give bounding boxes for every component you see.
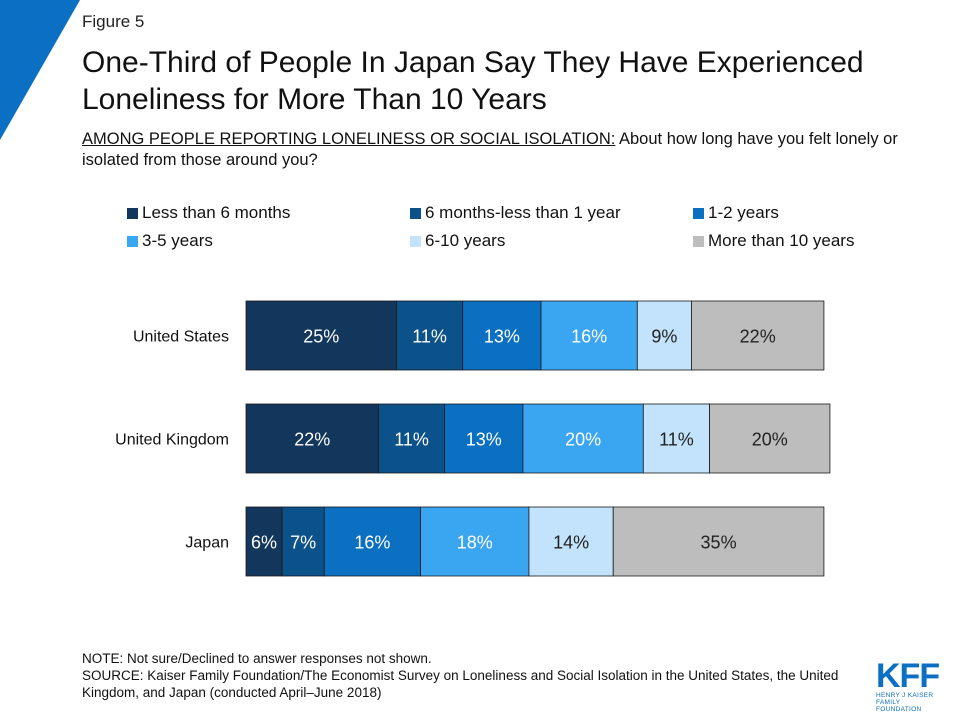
bar-segment [245,506,283,577]
data-label: 14% [553,533,589,553]
data-label: 22% [740,327,776,347]
data-label: 6% [251,533,277,553]
source-text: SOURCE: Kaiser Family Foundation/The Eco… [82,668,839,700]
bar-segment [522,403,644,474]
data-label: 20% [565,430,601,450]
data-label: 16% [571,327,607,347]
footnote: NOTE: Not sure/Declined to answer respon… [82,650,862,701]
legend-swatch [410,207,421,219]
chart-title-line-2: Loneliness for More Than 10 Years [82,83,547,116]
bar-segment [691,300,825,371]
legend-item: More than 10 years [693,231,854,251]
legend-label: 3-5 years [142,231,213,250]
data-label: 9% [651,327,677,347]
kff-logo: KFF HENRY J KAISER FAMILY FOUNDATION [876,657,946,713]
data-label: 13% [484,327,520,347]
data-label: 16% [354,533,390,553]
stacked-bar-chart: United States 25% 11% 13% 16% 9% 22% United Kin… [115,300,831,577]
bar-segment [245,300,397,371]
legend-swatch [410,235,421,247]
legend-label: 6-10 years [425,231,506,250]
data-label: 13% [466,430,502,450]
bar-segment [396,300,464,371]
logo-line-2: FAMILY FOUNDATION [876,699,922,713]
data-label: 18% [457,533,493,553]
data-label: 11% [412,327,447,347]
bar-segment [281,506,325,577]
data-label: 11% [659,430,694,450]
data-label: 35% [701,533,737,553]
category-label: United Kingdom [115,432,229,449]
legend-item: 1-2 years [693,203,779,223]
data-label: 7% [290,533,316,553]
legend-label: Less than 6 months [142,203,291,222]
legend-swatch [693,235,704,247]
bar-segment [444,403,524,474]
legend-label: 6 months-less than 1 year [425,203,621,222]
bar-segment [323,506,421,577]
legend-item: 6-10 years [410,231,505,251]
legend-item: Less than 6 months [127,203,290,223]
bar-segment [462,300,542,371]
legend-item: 3-5 years [127,231,213,251]
legend-label: 1-2 years [708,203,779,222]
note-text: NOTE: Not sure/Declined to answer respon… [82,651,432,666]
data-label: 22% [294,430,330,450]
legend-label: More than 10 years [708,231,855,250]
legend-swatch [127,235,138,247]
data-label: 11% [394,430,429,450]
bar-segment [642,403,710,474]
figure-label: Figure 5 [82,12,145,31]
legend-swatch [127,207,138,219]
bar-segment [709,403,831,474]
logo-mark: KFF [876,657,940,695]
subtitle-lead: AMONG PEOPLE REPORTING LONELINESS OR SOC… [82,130,616,148]
bar-segment [420,506,530,577]
corner-accent [0,0,80,140]
legend-item: 6 months-less than 1 year [410,203,621,223]
category-label: Japan [185,535,229,552]
bar-segment [245,403,379,474]
bar-segment [540,300,638,371]
chart-title: One-Third of People In Japan Say They Ha… [82,44,942,118]
data-label: 25% [303,327,339,347]
chart-title-line-1: One-Third of People In Japan Say They Ha… [82,46,864,79]
legend-swatch [693,207,704,219]
logo-line-1: HENRY J KAISER [876,692,934,699]
bar-segment [378,403,446,474]
data-label: 20% [752,430,788,450]
bar-segment [528,506,614,577]
category-label: United States [133,329,229,346]
chart-subtitle: AMONG PEOPLE REPORTING LONELINESS OR SOC… [82,129,902,171]
subtitle-question: About how long have you felt lonely or i… [82,130,898,169]
bar-segment [612,506,825,577]
